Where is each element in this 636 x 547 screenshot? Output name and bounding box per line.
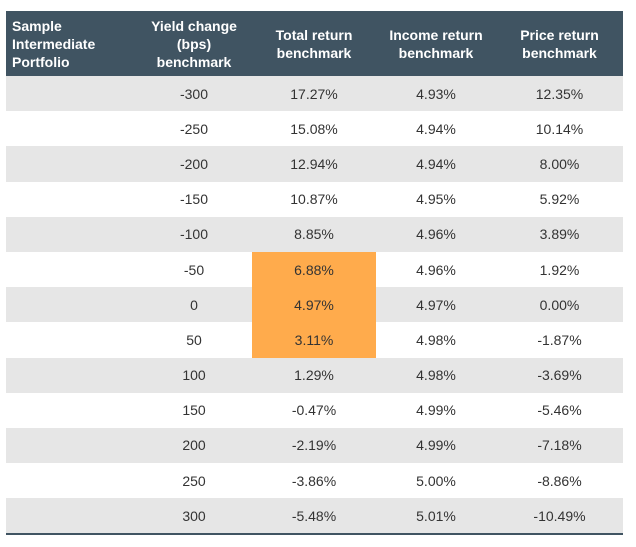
cell-income-return: 4.96% xyxy=(376,216,496,252)
cell-yield-change: -100 xyxy=(136,216,252,252)
cell-portfolio xyxy=(6,182,136,217)
yield-scenario-table: Sample Intermediate Portfolio Yield chan… xyxy=(6,11,623,534)
cell-total-return: 10.87% xyxy=(290,191,338,208)
cell-income-return: 4.94% xyxy=(376,146,496,182)
cell-income-return: 4.93% xyxy=(376,76,496,112)
yield-scenario-table-container: Sample Intermediate Portfolio Yield chan… xyxy=(6,11,623,536)
table-header: Sample Intermediate Portfolio Yield chan… xyxy=(6,11,623,76)
cell-total-return: -5.48% xyxy=(252,498,376,534)
cell-yield-change: -200 xyxy=(136,146,252,182)
header-price-return: Price return benchmark xyxy=(496,11,623,76)
cell-income-return: 4.99% xyxy=(416,402,456,419)
cell-total-return: -0.47% xyxy=(291,402,337,419)
cell-total-return: 3.11% xyxy=(252,322,376,358)
cell-price-return: -10.49% xyxy=(496,498,623,534)
cell-income-return: 4.94% xyxy=(416,120,456,137)
cell-yield-change: -150 xyxy=(179,191,209,208)
cell-income-return: 4.99% xyxy=(376,427,496,464)
table-row: 0 4.97% 4.97% 0.00% xyxy=(6,287,623,323)
table-row: 250 -3.86% 5.00% -8.86% xyxy=(6,463,623,498)
header-yield-change: Yield change (bps) benchmark xyxy=(136,11,252,76)
cell-price-return: -3.69% xyxy=(496,357,623,393)
table-row: -200 12.94% 4.94% 8.00% xyxy=(6,146,623,182)
table-bottom-rule xyxy=(6,533,623,536)
cell-price-return: -1.87% xyxy=(537,331,582,348)
table-row: 150 -0.47% 4.99% -5.46% xyxy=(6,393,623,428)
table-row: 200 -2.19% 4.99% -7.18% xyxy=(6,427,623,464)
cell-income-return: 4.97% xyxy=(376,287,496,323)
cell-total-return: -2.19% xyxy=(252,427,376,464)
table-row: 300 -5.48% 5.01% -10.49% xyxy=(6,498,623,534)
cell-portfolio xyxy=(6,216,136,252)
cell-portfolio xyxy=(6,111,136,146)
cell-yield-change: 150 xyxy=(182,402,206,419)
cell-price-return: -5.46% xyxy=(537,402,582,419)
cell-price-return: 0.00% xyxy=(496,287,623,323)
table-row: 50 3.11% 4.98% -1.87% xyxy=(6,322,623,358)
cell-portfolio xyxy=(6,322,136,357)
table-row: -50 6.88% 4.96% 1.92% xyxy=(6,251,623,288)
cell-price-return: -8.86% xyxy=(537,472,582,489)
cell-portfolio xyxy=(6,357,136,393)
header-total-return: Total return benchmark xyxy=(252,11,376,76)
cell-price-return: 1.92% xyxy=(539,261,580,278)
cell-total-return: 17.27% xyxy=(252,76,376,112)
header-portfolio: Sample Intermediate Portfolio xyxy=(6,11,136,76)
header-income-return: Income return benchmark xyxy=(376,11,496,76)
cell-total-return: 4.97% xyxy=(252,287,376,323)
cell-price-return: -7.18% xyxy=(496,427,623,464)
table-row: -300 17.27% 4.93% 12.35% xyxy=(6,76,623,112)
cell-yield-change: -300 xyxy=(136,76,252,112)
table-row: -150 10.87% 4.95% 5.92% xyxy=(6,182,623,217)
cell-portfolio xyxy=(6,146,136,182)
cell-yield-change: 50 xyxy=(186,331,202,348)
cell-yield-change: 300 xyxy=(136,498,252,534)
cell-total-return: 15.08% xyxy=(290,120,338,137)
cell-yield-change: 0 xyxy=(136,287,252,323)
table-body: -300 17.27% 4.93% 12.35% -250 15.08% 4.94% 10.1… xyxy=(6,76,623,534)
cell-price-return: 8.00% xyxy=(496,146,623,182)
cell-price-return: 12.35% xyxy=(496,76,623,112)
cell-price-return: 10.14% xyxy=(535,120,584,137)
cell-yield-change: 100 xyxy=(136,357,252,393)
cell-portfolio xyxy=(6,498,136,534)
cell-income-return: 4.98% xyxy=(376,357,496,393)
cell-total-return: 1.29% xyxy=(252,357,376,393)
cell-yield-change: 200 xyxy=(136,427,252,464)
table-row: -250 15.08% 4.94% 10.14% xyxy=(6,111,623,146)
cell-portfolio xyxy=(6,427,136,464)
cell-yield-change: -50 xyxy=(183,261,205,278)
cell-income-return: 5.01% xyxy=(376,498,496,534)
cell-income-return: 4.96% xyxy=(416,261,456,278)
cell-portfolio xyxy=(6,287,136,323)
cell-price-return: 3.89% xyxy=(496,216,623,252)
cell-portfolio xyxy=(6,252,136,287)
cell-income-return: 5.00% xyxy=(416,472,456,489)
cell-total-return: 6.88% xyxy=(252,251,376,288)
cell-portfolio xyxy=(6,76,136,112)
cell-yield-change: -250 xyxy=(179,120,209,137)
header-row: Sample Intermediate Portfolio Yield chan… xyxy=(6,11,623,76)
cell-portfolio xyxy=(6,393,136,428)
cell-total-return: 12.94% xyxy=(252,146,376,182)
table-row: -100 8.85% 4.96% 3.89% xyxy=(6,216,623,252)
cell-yield-change: 250 xyxy=(182,472,206,489)
cell-income-return: 4.95% xyxy=(416,191,456,208)
cell-portfolio xyxy=(6,463,136,498)
cell-price-return: 5.92% xyxy=(539,191,580,208)
cell-total-return: 8.85% xyxy=(252,216,376,252)
cell-total-return: -3.86% xyxy=(291,472,337,489)
table-row: 100 1.29% 4.98% -3.69% xyxy=(6,357,623,393)
cell-income-return: 4.98% xyxy=(416,331,456,348)
